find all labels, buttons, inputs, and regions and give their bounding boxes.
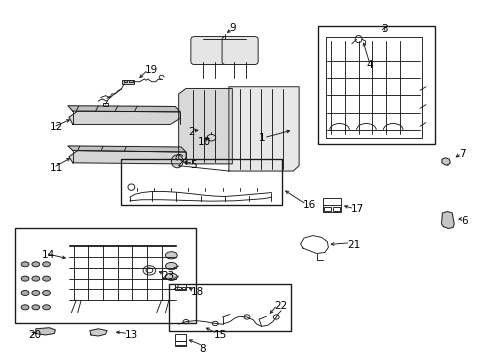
Ellipse shape: [42, 305, 50, 310]
Bar: [324, 207, 330, 211]
Text: 6: 6: [461, 216, 467, 226]
Polygon shape: [68, 146, 185, 152]
Ellipse shape: [21, 305, 29, 310]
Text: 7: 7: [458, 149, 465, 159]
Polygon shape: [178, 89, 232, 164]
Bar: [122, 80, 134, 84]
Ellipse shape: [42, 291, 50, 296]
Polygon shape: [69, 111, 180, 125]
Bar: [168, 284, 290, 330]
Text: 14: 14: [42, 250, 55, 260]
Polygon shape: [441, 212, 453, 228]
Bar: [175, 284, 185, 291]
Ellipse shape: [32, 305, 40, 310]
Text: 17: 17: [350, 204, 363, 215]
Text: 12: 12: [49, 122, 62, 132]
Text: 2: 2: [188, 127, 195, 136]
Bar: [123, 80, 127, 82]
Bar: [322, 198, 340, 212]
Ellipse shape: [21, 262, 29, 267]
Ellipse shape: [171, 155, 183, 168]
Text: 10: 10: [198, 138, 211, 147]
Bar: [332, 207, 339, 211]
Text: 9: 9: [228, 23, 235, 33]
Text: 3: 3: [380, 24, 387, 35]
Text: 19: 19: [144, 64, 158, 75]
FancyBboxPatch shape: [222, 37, 258, 64]
Bar: [129, 80, 133, 82]
Polygon shape: [228, 87, 299, 171]
Text: 1: 1: [259, 133, 265, 143]
Text: 13: 13: [125, 330, 138, 340]
Ellipse shape: [32, 291, 40, 296]
Ellipse shape: [32, 262, 40, 267]
Text: 16: 16: [303, 200, 316, 210]
Text: 15: 15: [213, 330, 226, 340]
Bar: [121, 159, 282, 205]
Text: 8: 8: [199, 343, 206, 354]
Bar: [103, 103, 108, 106]
Bar: [177, 287, 180, 289]
Ellipse shape: [42, 276, 50, 281]
Ellipse shape: [21, 291, 29, 296]
Text: 23: 23: [161, 271, 175, 281]
Ellipse shape: [32, 276, 40, 281]
Bar: [182, 287, 185, 289]
Polygon shape: [90, 329, 107, 336]
Bar: [175, 341, 185, 346]
Text: 22: 22: [273, 301, 286, 311]
Bar: [15, 228, 195, 323]
Polygon shape: [441, 158, 449, 165]
Bar: [317, 26, 434, 144]
Polygon shape: [36, 328, 55, 335]
Ellipse shape: [165, 252, 177, 259]
Text: 21: 21: [346, 239, 359, 249]
Bar: [326, 37, 421, 138]
Text: 5: 5: [189, 159, 196, 170]
Ellipse shape: [165, 262, 177, 270]
Text: 4: 4: [366, 60, 372, 70]
Text: 20: 20: [28, 330, 41, 340]
Polygon shape: [68, 106, 180, 112]
Bar: [175, 334, 185, 341]
Polygon shape: [69, 150, 185, 164]
Ellipse shape: [21, 276, 29, 281]
Ellipse shape: [42, 262, 50, 267]
FancyBboxPatch shape: [190, 37, 226, 64]
Text: 11: 11: [49, 163, 62, 173]
Ellipse shape: [165, 273, 177, 280]
Text: 18: 18: [190, 287, 203, 297]
